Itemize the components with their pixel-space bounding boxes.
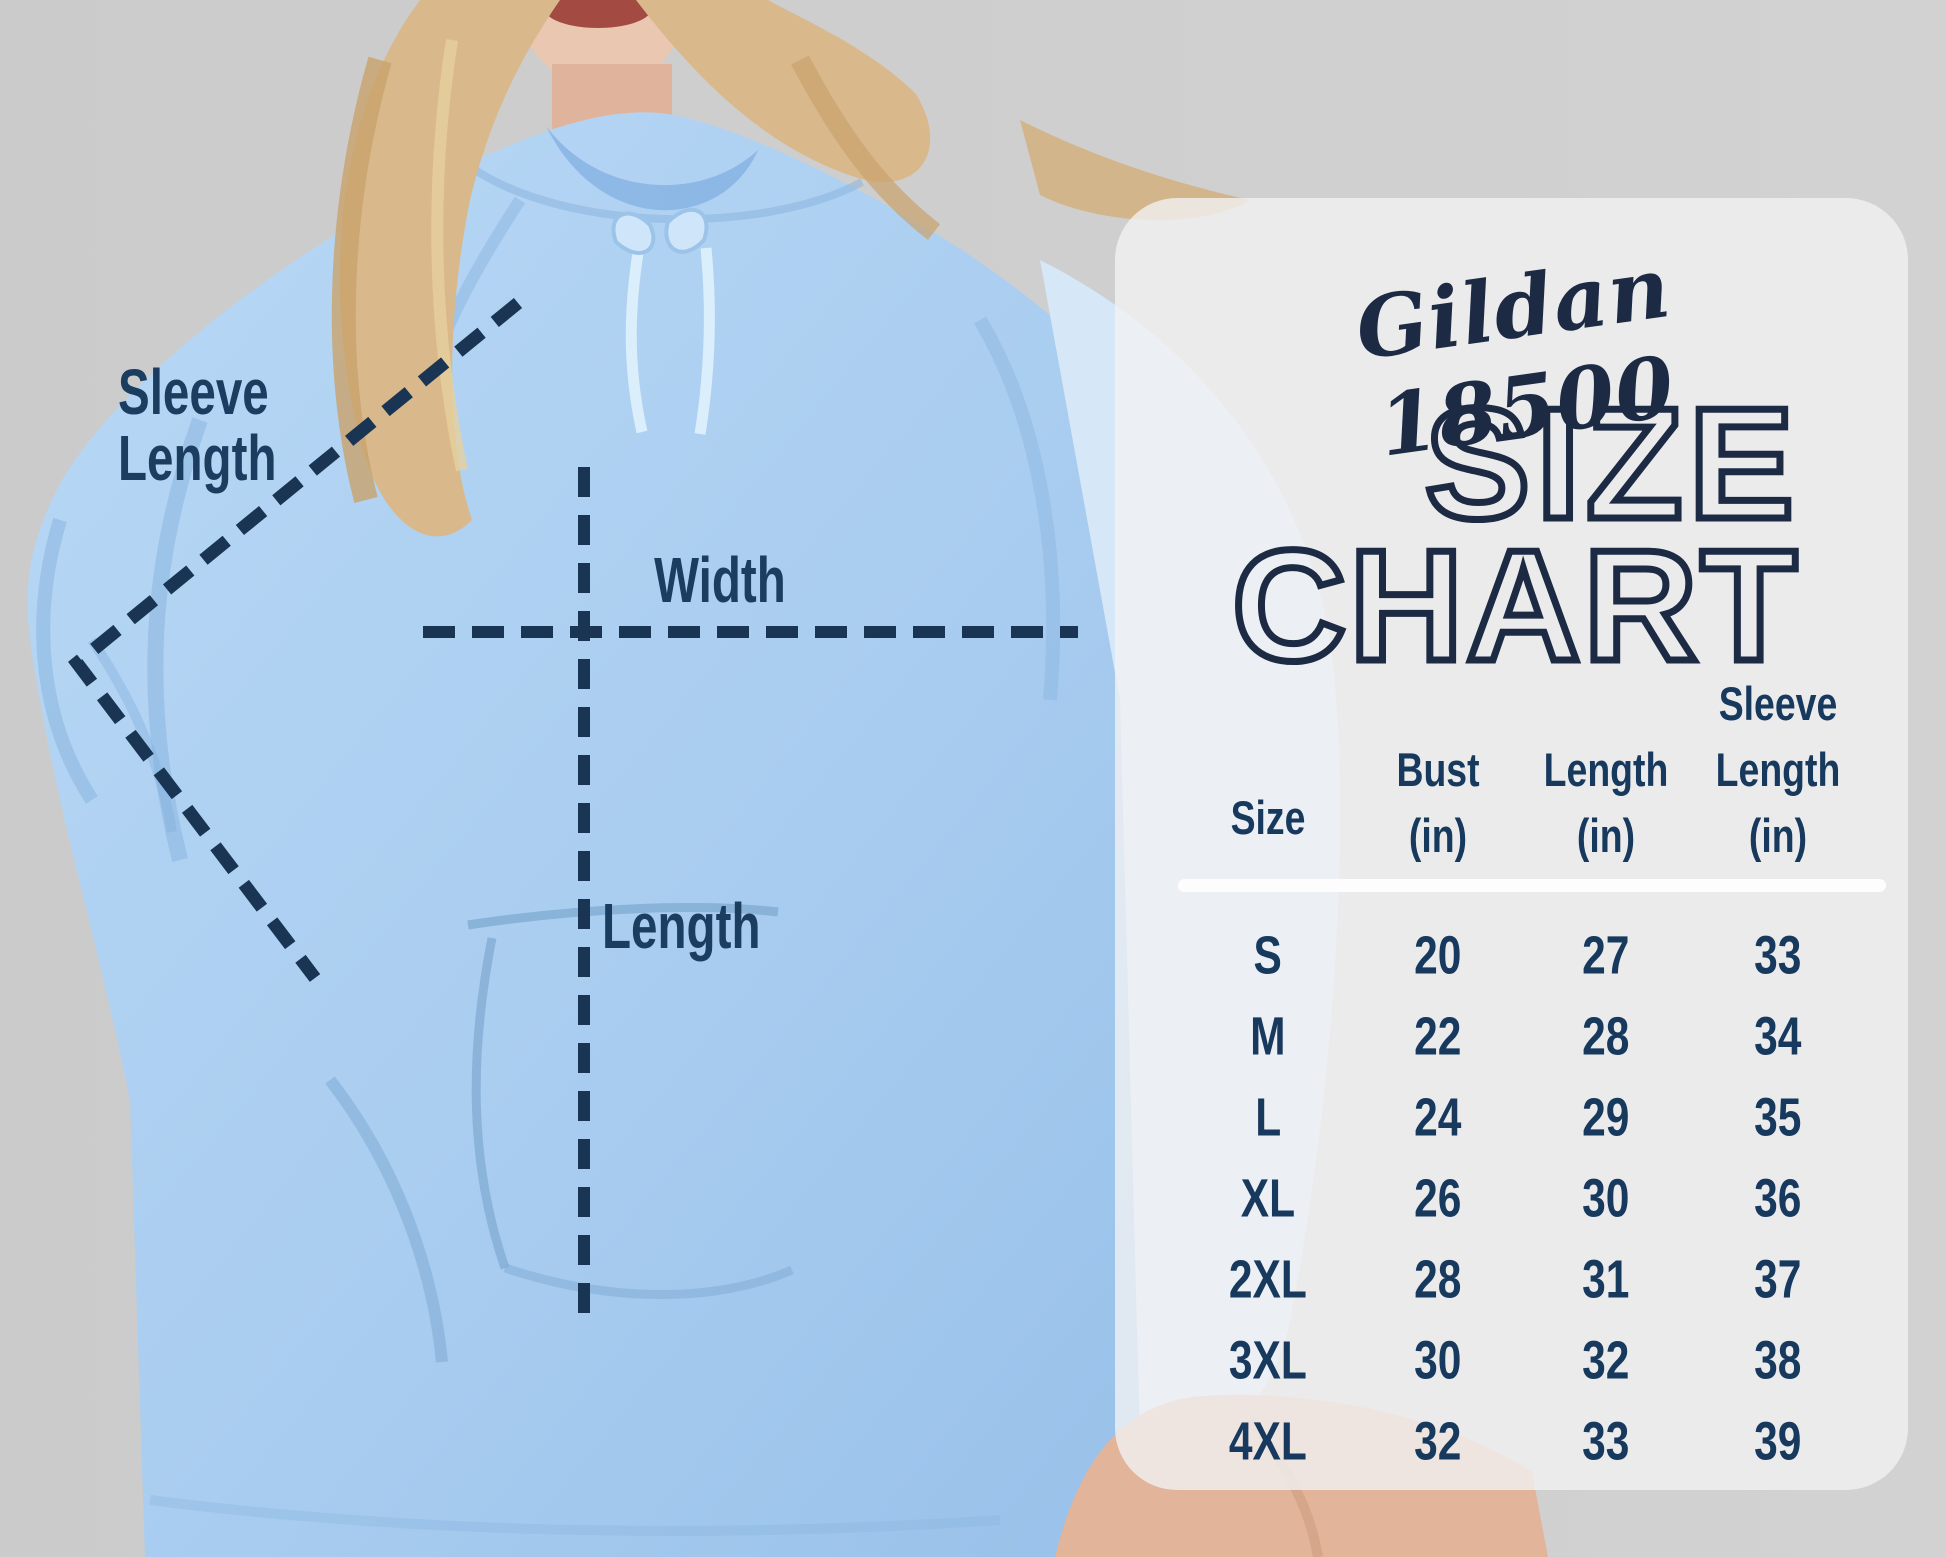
col-header-length: Length (in) xyxy=(1533,738,1680,870)
header-text: Length xyxy=(1543,744,1669,797)
sleeve-cell: 35 xyxy=(1754,1086,1802,1147)
sleeve-cell: 37 xyxy=(1754,1248,1802,1309)
bust-cell: 26 xyxy=(1414,1167,1462,1228)
col-header-size: Size xyxy=(1224,786,1312,852)
header-unit: (in) xyxy=(1748,810,1808,863)
header-text: Bust xyxy=(1396,744,1480,797)
length-cell: 33 xyxy=(1582,1410,1630,1471)
size-cell: 4XL xyxy=(1229,1410,1307,1471)
header-unit: (in) xyxy=(1408,810,1468,863)
arm-fold xyxy=(36,517,98,804)
hoodie-body xyxy=(27,112,1218,1557)
width-label: Width xyxy=(654,544,786,617)
sleeve-seam xyxy=(973,316,1061,701)
size-cell: 2XL xyxy=(1229,1248,1307,1309)
col-header-bust: Bust (in) xyxy=(1389,738,1487,870)
hair-strand xyxy=(431,39,468,472)
title-chart: CHART xyxy=(1232,518,1800,694)
header-text: Size xyxy=(1230,792,1306,845)
table-row: 3XL 30 32 38 xyxy=(1178,1319,1862,1400)
length-cell: 28 xyxy=(1582,1005,1630,1066)
header-text: Length xyxy=(1715,744,1841,797)
header-text: Sleeve xyxy=(1718,678,1838,731)
table-row: 4XL 32 33 39 xyxy=(1178,1400,1862,1481)
hem-seam xyxy=(149,1495,1001,1536)
size-cell: S xyxy=(1253,924,1283,985)
fold-shadow xyxy=(147,417,208,862)
sleeve-length-label: Sleeve Length xyxy=(118,356,277,495)
col-header-sleeve-length: Sleeve Length (in) xyxy=(1705,672,1852,870)
sleeve-length-line xyxy=(68,297,523,982)
table-row: XL 26 30 36 xyxy=(1178,1157,1862,1238)
pocket-top-seam xyxy=(467,903,779,930)
hair-strand xyxy=(791,55,941,240)
pocket-side-seam xyxy=(471,937,510,1270)
sleeve-cell: 34 xyxy=(1754,1005,1802,1066)
drawstring-right xyxy=(694,247,715,435)
header-unit: (in) xyxy=(1576,810,1636,863)
size-cell: L xyxy=(1255,1086,1281,1147)
drawstring-left xyxy=(625,239,648,434)
pocket-bottom-shadow xyxy=(503,1263,794,1299)
length-cell: 31 xyxy=(1582,1248,1630,1309)
length-label: Length xyxy=(602,890,761,963)
bow-loop-left xyxy=(611,211,656,255)
size-cell: 3XL xyxy=(1229,1329,1307,1390)
header-divider-line xyxy=(1178,879,1886,892)
sleeve-cell: 33 xyxy=(1754,924,1802,985)
sleeve-cell: 39 xyxy=(1754,1410,1802,1471)
bust-cell: 24 xyxy=(1414,1086,1462,1147)
size-chart-panel xyxy=(1115,198,1908,1490)
length-cell: 30 xyxy=(1582,1167,1630,1228)
hair-wisp xyxy=(1020,120,1250,221)
elbow-wrinkle xyxy=(87,637,177,833)
hood-collar-seam xyxy=(465,161,864,224)
table-row: M 22 28 34 xyxy=(1178,995,1862,1076)
bow-loop-right xyxy=(664,207,709,254)
bust-cell: 20 xyxy=(1414,924,1462,985)
hand-in-pocket-fold xyxy=(325,1076,448,1363)
size-cell: M xyxy=(1250,1005,1286,1066)
bust-cell: 22 xyxy=(1414,1005,1462,1066)
size-table: S 20 27 33 M 22 28 34 L 24 29 35 XL 26 3… xyxy=(1178,914,1862,1481)
table-row: S 20 27 33 xyxy=(1178,914,1862,995)
length-cell: 29 xyxy=(1582,1086,1630,1147)
bust-cell: 30 xyxy=(1414,1329,1462,1390)
length-cell: 27 xyxy=(1582,924,1630,985)
bust-cell: 32 xyxy=(1414,1410,1462,1471)
size-cell: XL xyxy=(1240,1167,1296,1228)
hood-opening xyxy=(546,126,758,211)
lips xyxy=(544,0,652,28)
length-cell: 32 xyxy=(1582,1329,1630,1390)
sleeve-cell: 36 xyxy=(1754,1167,1802,1228)
bust-cell: 28 xyxy=(1414,1248,1462,1309)
title-size: SIZE xyxy=(1425,376,1800,552)
table-row: 2XL 28 31 37 xyxy=(1178,1238,1862,1319)
table-row: L 24 29 35 xyxy=(1178,1076,1862,1157)
sleeve-cell: 38 xyxy=(1754,1329,1802,1390)
